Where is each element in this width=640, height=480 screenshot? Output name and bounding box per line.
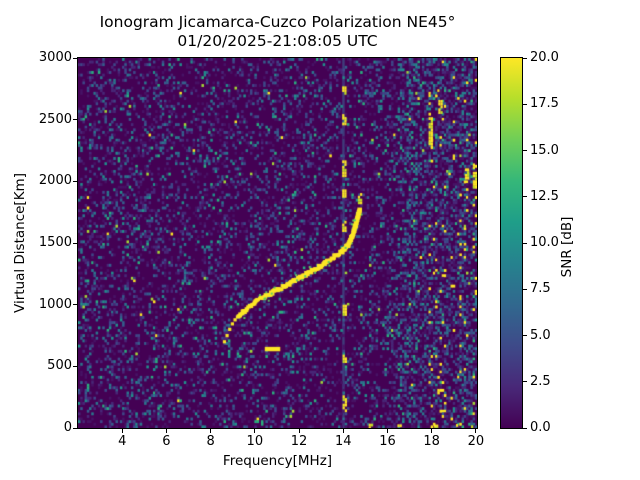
chart-title: Ionogram Jicamarca-Cuzco Polarization NE…	[99, 13, 456, 31]
y-tick-label: 2000	[38, 173, 72, 189]
x-tick-mark	[475, 429, 477, 433]
colorbar-tick-label: 5.0	[530, 327, 551, 343]
colorbar-tick-mark	[523, 103, 527, 105]
x-tick-mark	[254, 429, 256, 433]
x-tick-mark	[298, 429, 300, 433]
y-tick-mark	[73, 180, 77, 182]
colorbar-tick-mark	[523, 57, 527, 59]
x-axis-label: Frequency[MHz]	[222, 453, 333, 469]
x-tick-label: 10	[246, 434, 264, 449]
x-tick-mark	[342, 429, 344, 433]
colorbar-tick-label: 20.0	[530, 50, 559, 65]
colorbar-gradient	[501, 58, 522, 428]
y-tick-mark	[73, 365, 77, 367]
y-tick-label: 3000	[38, 50, 72, 65]
colorbar-tick-label: 7.5	[530, 281, 551, 297]
colorbar-tick-label: 15.0	[530, 142, 559, 158]
heatmap-canvas	[78, 58, 477, 428]
x-tick-label: 6	[162, 434, 171, 449]
x-tick-label: 16	[379, 434, 396, 449]
y-axis-label: Virtual Distance[Km]	[12, 173, 28, 313]
y-tick-mark	[73, 427, 77, 429]
x-tick-label: 8	[206, 434, 215, 449]
x-tick-mark	[431, 429, 433, 433]
x-tick-mark	[210, 429, 212, 433]
colorbar-tick-label: 0.0	[530, 420, 551, 435]
y-tick-mark	[73, 57, 77, 59]
colorbar-tick-label: 2.5	[530, 373, 551, 389]
x-tick-mark	[121, 429, 123, 433]
colorbar-tick-mark	[523, 288, 527, 290]
colorbar-tick-mark	[523, 150, 527, 151]
y-tick-mark	[73, 119, 77, 121]
x-tick-label: 20	[467, 434, 485, 449]
x-tick-label: 12	[290, 434, 308, 449]
x-tick-mark	[165, 429, 167, 433]
x-tick-label: 4	[118, 434, 127, 449]
x-tick-label: 18	[423, 434, 440, 449]
chart-title-block: Ionogram Jicamarca-Cuzco Polarization NE…	[78, 13, 477, 51]
plot-area	[77, 57, 478, 429]
colorbar-tick-label: 12.5	[530, 188, 559, 204]
colorbar-tick-mark	[523, 381, 527, 383]
chart-subtitle: 01/20/2025-21:08:05 UTC	[177, 32, 378, 50]
colorbar	[500, 57, 523, 429]
y-tick-mark	[73, 304, 77, 306]
colorbar-tick-label: 17.5	[530, 96, 559, 112]
colorbar-tick-mark	[523, 196, 527, 198]
y-tick-label: 0	[63, 420, 72, 435]
y-tick-mark	[73, 242, 77, 244]
colorbar-tick-mark	[523, 242, 527, 244]
x-tick-mark	[386, 429, 388, 433]
colorbar-tick-label: 10.0	[530, 235, 559, 250]
colorbar-tick-mark	[523, 427, 527, 429]
y-tick-label: 2500	[38, 111, 72, 127]
y-tick-label: 1000	[38, 296, 72, 312]
y-tick-label: 500	[47, 358, 72, 374]
y-tick-label: 1500	[38, 235, 72, 250]
colorbar-tick-mark	[523, 335, 527, 336]
x-tick-label: 14	[334, 434, 352, 449]
